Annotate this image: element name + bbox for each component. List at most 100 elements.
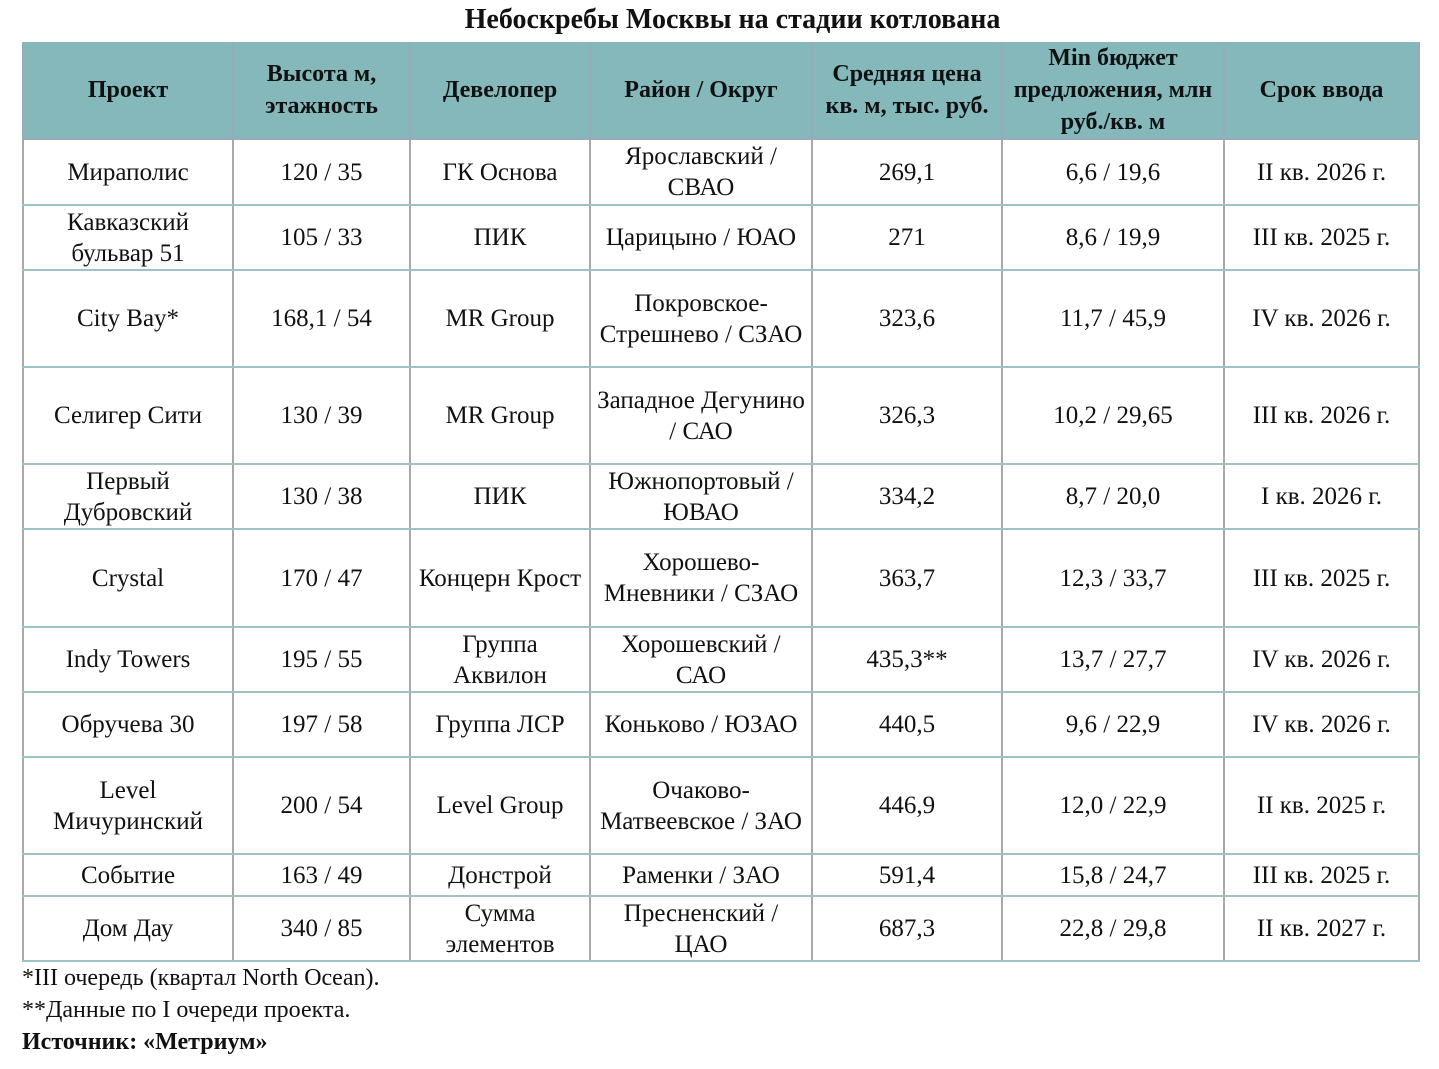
table-title: Небоскребы Москвы на стадии котлована (464, 4, 1001, 35)
cell-project: Первый Дубровский (22, 463, 234, 530)
cell-district: Царицыно / ЮАО (589, 204, 813, 271)
table-row: Селигер Сити 130 / 39 MR Group Западное Дег… (22, 366, 1420, 465)
cell-avg-price: 269,1 (811, 138, 1003, 206)
cell-height-floors: 170 / 47 (232, 528, 411, 628)
table-row: Обручева 30 197 / 58 Группа ЛСР Коньково / … (22, 691, 1420, 758)
cell-avg-price: 363,7 (811, 528, 1003, 628)
cell-developer: ПИК (409, 204, 591, 271)
cell-project: Событие (22, 853, 234, 897)
cell-district: Хорошево-Мневники / СЗАО (589, 528, 813, 628)
cell-height-floors: 195 / 55 (232, 626, 411, 693)
cell-developer: ПИК (409, 463, 591, 530)
cell-min-budget: 15,8 / 24,7 (1001, 853, 1225, 897)
cell-height-floors: 120 / 35 (232, 138, 411, 206)
cell-district: Западное Дегунино / САО (589, 366, 813, 465)
table-row: Мираполис 120 / 35 ГК Основа Ярославский / … (22, 138, 1420, 206)
cell-height-floors: 340 / 85 (232, 895, 411, 962)
cell-height-floors: 200 / 54 (232, 756, 411, 855)
cell-developer: MR Group (409, 366, 591, 465)
cell-avg-price: 440,5 (811, 691, 1003, 758)
cell-avg-price: 591,4 (811, 853, 1003, 897)
header-row: Проект Высота м, этажность Девелопер Район … (22, 42, 1420, 140)
cell-project: City Bay* (22, 269, 234, 368)
table-row: Crystal 170 / 47 Концерн Крост Хорошево-Мне… (22, 528, 1420, 628)
column-header-district: Район / Округ (589, 42, 813, 140)
cell-min-budget: 8,6 / 19,9 (1001, 204, 1225, 271)
cell-project: Селигер Сити (22, 366, 234, 465)
column-header-developer: Девелопер (409, 42, 591, 140)
cell-height-floors: 197 / 58 (232, 691, 411, 758)
cell-completion: III кв. 2025 г. (1223, 853, 1420, 897)
cell-district: Раменки / ЗАО (589, 853, 813, 897)
cell-height-floors: 130 / 38 (232, 463, 411, 530)
cell-project: Дом Дау (22, 895, 234, 962)
cell-developer: Сумма элементов (409, 895, 591, 962)
footnotes: *III очередь (квартал North Ocean). **Да… (22, 962, 379, 1058)
column-header-height-floors: Высота м, этажность (232, 42, 411, 140)
cell-min-budget: 11,7 / 45,9 (1001, 269, 1225, 368)
cell-project: Кавказский бульвар 51 (22, 204, 234, 271)
cell-developer: ГК Основа (409, 138, 591, 206)
cell-avg-price: 271 (811, 204, 1003, 271)
cell-min-budget: 8,7 / 20,0 (1001, 463, 1225, 530)
cell-avg-price: 687,3 (811, 895, 1003, 962)
cell-avg-price: 435,3** (811, 626, 1003, 693)
table-row: Событие 163 / 49 Донстрой Раменки / ЗАО 591,… (22, 853, 1420, 897)
cell-district: Ярославский / СВАО (589, 138, 813, 206)
cell-district: Хорошевский / САО (589, 626, 813, 693)
cell-district: Пресненский / ЦАО (589, 895, 813, 962)
cell-min-budget: 10,2 / 29,65 (1001, 366, 1225, 465)
column-header-completion: Срок ввода (1223, 42, 1420, 140)
cell-min-budget: 9,6 / 22,9 (1001, 691, 1225, 758)
cell-height-floors: 105 / 33 (232, 204, 411, 271)
cell-project: Level Мичуринский (22, 756, 234, 855)
cell-avg-price: 323,6 (811, 269, 1003, 368)
column-header-min-budget: Min бюджет предложения, млн руб./кв. м (1001, 42, 1225, 140)
cell-height-floors: 163 / 49 (232, 853, 411, 897)
cell-min-budget: 13,7 / 27,7 (1001, 626, 1225, 693)
table-row: Level Мичуринский 200 / 54 Level Group Очак… (22, 756, 1420, 855)
cell-district: Очаково-Матвеевское / ЗАО (589, 756, 813, 855)
table-row: Первый Дубровский 130 / 38 ПИК Южнопортовый… (22, 463, 1420, 530)
cell-developer: Концерн Крост (409, 528, 591, 628)
cell-completion: III кв. 2025 г. (1223, 528, 1420, 628)
cell-min-budget: 12,0 / 22,9 (1001, 756, 1225, 855)
cell-completion: III кв. 2026 г. (1223, 366, 1420, 465)
cell-completion: I кв. 2026 г. (1223, 463, 1420, 530)
cell-project: Crystal (22, 528, 234, 628)
table-row: Кавказский бульвар 51 105 / 33 ПИК Царицыно… (22, 204, 1420, 271)
cell-developer: Донстрой (409, 853, 591, 897)
column-header-avg-price: Средняя цена кв. м, тыс. руб. (811, 42, 1003, 140)
source-note: Источник: «Метриум» (22, 1029, 268, 1055)
cell-completion: II кв. 2026 г. (1223, 138, 1420, 206)
cell-min-budget: 6,6 / 19,6 (1001, 138, 1225, 206)
cell-project: Indy Towers (22, 626, 234, 693)
cell-avg-price: 326,3 (811, 366, 1003, 465)
skyscrapers-table: Проект Высота м, этажность Девелопер Район … (22, 42, 1420, 962)
cell-completion: III кв. 2025 г. (1223, 204, 1420, 271)
cell-completion: II кв. 2025 г. (1223, 756, 1420, 855)
table-row: City Bay* 168,1 / 54 MR Group Покровское-Ст… (22, 269, 1420, 368)
cell-project: Мираполис (22, 138, 234, 206)
cell-avg-price: 446,9 (811, 756, 1003, 855)
cell-completion: IV кв. 2026 г. (1223, 626, 1420, 693)
cell-avg-price: 334,2 (811, 463, 1003, 530)
cell-min-budget: 12,3 / 33,7 (1001, 528, 1225, 628)
cell-district: Южнопортовый / ЮВАО (589, 463, 813, 530)
cell-height-floors: 130 / 39 (232, 366, 411, 465)
cell-height-floors: 168,1 / 54 (232, 269, 411, 368)
cell-project: Обручева 30 (22, 691, 234, 758)
cell-completion: II кв. 2027 г. (1223, 895, 1420, 962)
cell-completion: IV кв. 2026 г. (1223, 691, 1420, 758)
cell-district: Коньково / ЮЗАО (589, 691, 813, 758)
cell-district: Покровское-Стрешнево / СЗАО (589, 269, 813, 368)
cell-developer: Level Group (409, 756, 591, 855)
footnote: *III очередь (квартал North Ocean). (22, 965, 380, 991)
column-header-project: Проект (22, 42, 234, 140)
table-row: Indy Towers 195 / 55 Группа Аквилон Хорошев… (22, 626, 1420, 693)
cell-developer: MR Group (409, 269, 591, 368)
cell-developer: Группа ЛСР (409, 691, 591, 758)
cell-developer: Группа Аквилон (409, 626, 591, 693)
footnote: **Данные по I очереди проекта. (22, 997, 351, 1023)
table-row: Дом Дау 340 / 85 Сумма элементов Пресненски… (22, 895, 1420, 962)
